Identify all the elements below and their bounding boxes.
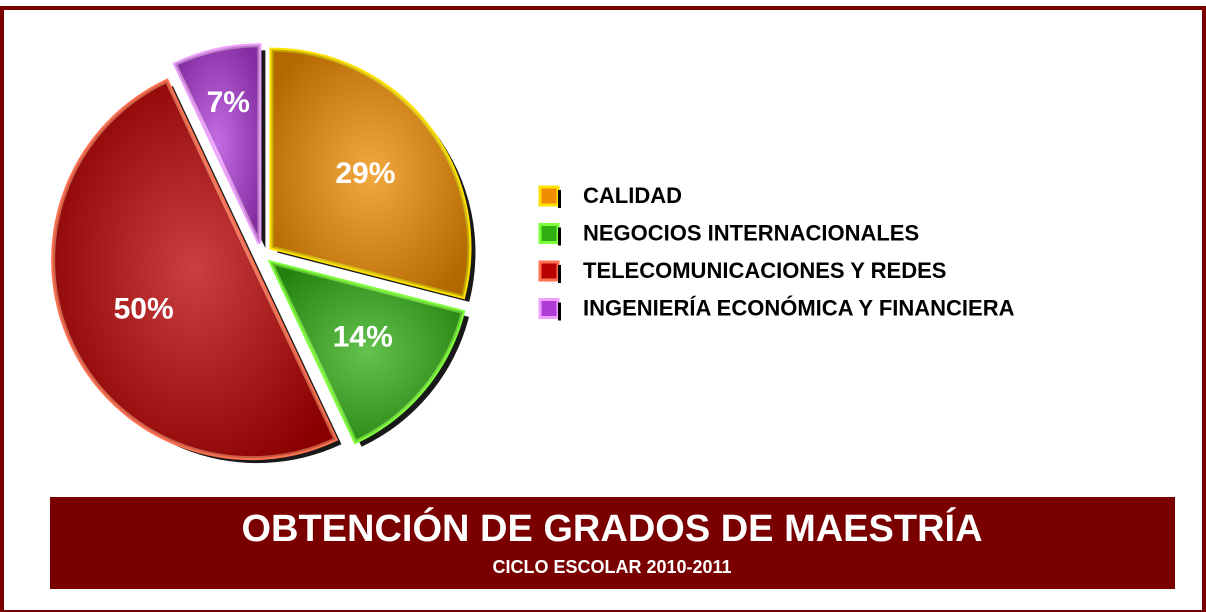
legend-swatch-shadow — [558, 227, 561, 246]
legend-swatch-shadow — [558, 190, 561, 208]
title-banner — [50, 497, 1175, 589]
frame — [0, 6, 1206, 612]
legend: CALIDAD NEGOCIOS INTERNACIONALES TELECOMUN… — [538, 183, 1015, 321]
legend-swatch — [538, 185, 560, 207]
legend-swatch — [538, 298, 560, 319]
legend-swatch-shadow — [558, 302, 561, 321]
slice-shine — [175, 45, 260, 244]
slice-shine — [53, 80, 336, 459]
legend-label: TELECOMUNICACIONES Y REDES — [583, 258, 946, 283]
legend-label: NEGOCIOS INTERNACIONALES — [583, 220, 919, 245]
data-label: 50% — [114, 293, 174, 326]
legend-swatch-shadow — [558, 265, 561, 283]
data-label: 29% — [335, 157, 395, 190]
slice-shine — [271, 49, 470, 297]
pie: 29% 14% 50% 7% — [51, 43, 476, 464]
legend-label: CALIDAD — [583, 183, 682, 208]
chart-subtitle: CICLO ESCOLAR 2010-2011 — [492, 557, 731, 577]
legend-label: INGENIERÍA ECONÓMICA Y FINANCIERA — [583, 295, 1015, 320]
legend-swatch — [538, 260, 560, 282]
slice-shine — [271, 262, 464, 442]
data-label: 7% — [207, 86, 250, 119]
data-label: 14% — [333, 320, 393, 353]
legend-swatch — [538, 223, 560, 244]
chart-title: OBTENCIÓN DE GRADOS DE MAESTRÍA — [241, 506, 982, 550]
